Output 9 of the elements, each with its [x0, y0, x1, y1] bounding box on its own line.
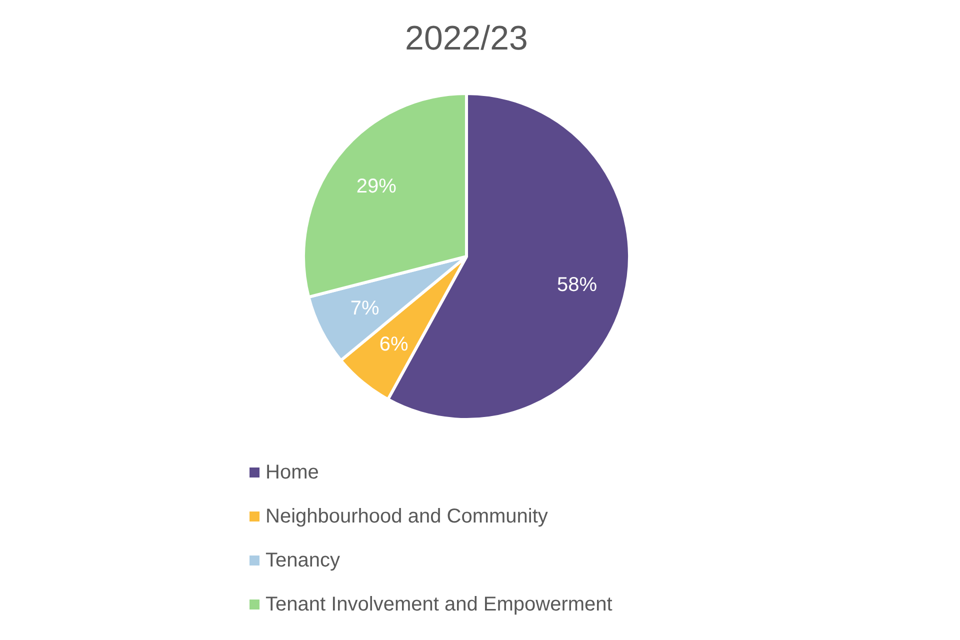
data-label: 29% — [356, 176, 397, 198]
legend-label: Tenant Involvement and Empowerment — [266, 594, 613, 616]
data-label: 58% — [557, 274, 598, 296]
data-label: 7% — [350, 297, 380, 320]
data-label: 6% — [379, 333, 408, 356]
chart-title: 2022/23 — [405, 20, 528, 58]
legend-label: Neighbourhood and Community — [266, 506, 548, 528]
legend-label: Home — [266, 462, 319, 484]
legend-label: Tenancy — [266, 550, 340, 572]
